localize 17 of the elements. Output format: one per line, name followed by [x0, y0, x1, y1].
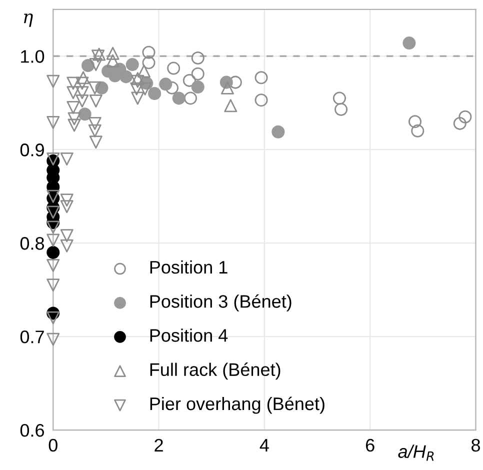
y-tick-label: 0.9 — [20, 144, 44, 156]
legend-label: Full rack (Bénet) — [150, 362, 280, 380]
y-tick-label: 0.7 — [20, 330, 44, 344]
x-tick-label: 8 — [472, 438, 480, 452]
x-tick-label: 4 — [260, 439, 269, 452]
legend-label: Position 3 (Bénet) — [150, 294, 292, 312]
x-tick-label: 2 — [154, 438, 163, 452]
y-tick-label: 0.6 — [20, 424, 44, 437]
legend-label: Pier overhang (Bénet) — [150, 396, 324, 414]
y-tick-label: 1.0 — [21, 50, 44, 63]
x-tick-label: 6 — [366, 438, 374, 452]
legend-label: Position 4 — [150, 328, 228, 342]
y-axis-title: η — [24, 13, 33, 27]
y-tick-label: 0.8 — [20, 237, 44, 250]
legend-label: Position 1 — [150, 260, 228, 274]
x-tick-label: 0 — [48, 438, 58, 452]
x-axis-title: a/H$_{R}$ — [398, 444, 434, 461]
